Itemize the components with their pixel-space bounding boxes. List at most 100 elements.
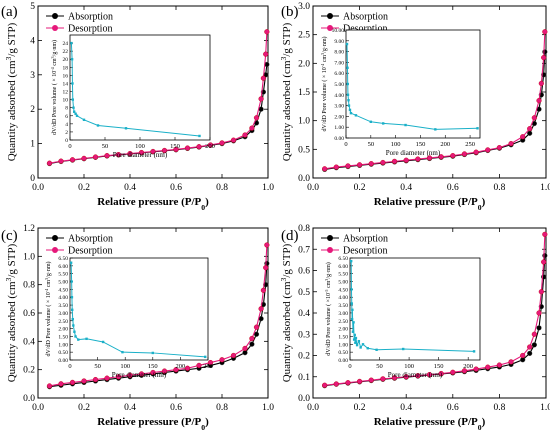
inset-data-point: [351, 308, 354, 311]
data-point-desorption: [403, 157, 409, 163]
x-tick-label: 0.6: [170, 403, 182, 413]
inset-x-tick-label: 50: [376, 363, 383, 370]
y-tick-label: 0.6: [298, 267, 310, 277]
data-point-desorption: [368, 377, 374, 383]
data-point-desorption: [150, 148, 156, 155]
y-tick-label: 0.4: [23, 337, 35, 347]
data-point-desorption: [46, 160, 53, 166]
legend-label: Desorption: [68, 24, 112, 35]
inset-data-point: [71, 318, 74, 321]
data-point-desorption: [415, 156, 421, 162]
x-tick-label: 0.0: [307, 403, 319, 413]
inset-y-tick-label: 0.00: [338, 358, 348, 364]
data-point-desorption: [508, 359, 514, 365]
inset-y-tick-label: 8: [65, 106, 68, 112]
data-point-desorption: [115, 152, 122, 158]
data-point-desorption: [368, 161, 374, 167]
y-tick-label: 1.0: [298, 117, 310, 127]
data-point-absorption: [531, 342, 537, 348]
x-tick-label: 0.4: [400, 403, 412, 413]
inset-y-tick-label: 9.00: [334, 39, 344, 45]
data-point-desorption: [207, 359, 214, 366]
x-tick-label: 0.6: [447, 183, 459, 193]
data-point-desorption: [527, 126, 533, 132]
data-point-desorption: [520, 352, 526, 359]
inset-data-point: [345, 42, 349, 46]
data-point-desorption: [531, 115, 537, 121]
x-tick-label: 0.0: [32, 183, 44, 193]
inset-data-point: [354, 336, 358, 340]
data-point-desorption: [450, 369, 456, 375]
inset-data-point: [82, 118, 86, 122]
data-point-desorption: [380, 376, 386, 382]
data-point-desorption: [391, 375, 398, 381]
y-tick-label: 0.4: [298, 309, 310, 319]
x-tick-label: 0.8: [216, 403, 228, 413]
legend-label: Absorption: [68, 12, 113, 23]
inset-x-tick-label: 150: [148, 363, 158, 370]
y-tick-label: 0: [30, 174, 35, 184]
inset-data-point: [71, 98, 74, 101]
legend-label: Desorption: [68, 246, 112, 257]
data-point-desorption: [127, 150, 133, 157]
inset-x-tick-label: 100: [135, 143, 145, 150]
data-point-desorption: [426, 372, 433, 378]
inset-y-tick-label: 1.00: [338, 342, 348, 348]
y-tick-label: 0.8: [298, 224, 310, 234]
data-point-desorption: [92, 154, 99, 160]
inset-data-point: [348, 108, 352, 112]
inset-x-tick-label: 0: [68, 143, 71, 150]
y-tick-label: 0.2: [23, 366, 35, 376]
data-point-desorption: [542, 29, 548, 35]
inset-y-tick-label: 5.50: [58, 272, 68, 278]
data-point-desorption: [496, 362, 503, 368]
inset-y-tick-label: 5.00: [334, 82, 344, 88]
data-point-desorption: [219, 140, 225, 146]
inset-x-tick-label: 150: [416, 141, 426, 148]
x-tick-label: 0.6: [170, 183, 182, 193]
data-point-desorption: [542, 231, 548, 237]
x-axis-label: Relative pressure (P/P0): [374, 416, 486, 432]
legend-marker: [52, 247, 58, 253]
inset-data-point: [151, 351, 154, 355]
inset-data-point: [382, 122, 385, 125]
inset-data-point: [70, 58, 74, 61]
x-tick-label: 0.4: [400, 183, 412, 193]
inset-y-tick-label: 6.50: [338, 256, 348, 262]
inset-data-point: [354, 341, 357, 344]
y-axis-label: Quantity adsorbed (cm3/g STP): [279, 22, 294, 161]
inset-x-tick-label: 100: [120, 363, 130, 370]
inset-x-tick-label: 50: [94, 363, 101, 370]
data-point-absorption: [536, 325, 542, 331]
inset-chart: 0 50 100 150 200 250 0.00 1.00 2.00 3.00 4.00 5.00 6…: [320, 28, 481, 157]
inset-x-tick-label: 50: [368, 141, 375, 148]
y-tick-label: 0.8: [23, 281, 35, 291]
inset-y-tick-label: 6: [65, 114, 68, 120]
data-point-desorption: [253, 324, 260, 330]
inset-y-tick-label: 6.00: [334, 71, 344, 77]
inset-data-point: [74, 112, 77, 115]
data-point-desorption: [81, 155, 87, 161]
data-point-absorption: [542, 253, 548, 259]
data-point-desorption: [184, 365, 191, 371]
inset-data-point: [369, 120, 373, 123]
data-point-desorption: [508, 141, 514, 147]
y-tick-label: 0.6: [23, 309, 35, 319]
data-point-desorption: [536, 310, 542, 316]
data-point-desorption: [403, 374, 409, 380]
inset-x-tick-label: 200: [176, 363, 186, 370]
x-tick-label: 0.4: [124, 183, 136, 193]
inset-y-tick-label: 2.50: [58, 319, 68, 325]
y-tick-label: 0.5: [298, 288, 310, 298]
y-tick-label: 4: [30, 36, 35, 46]
inset-y-tick-label: 4.50: [58, 287, 68, 293]
inset-data-point: [359, 346, 362, 349]
data-point-desorption: [127, 372, 133, 378]
data-point-desorption: [115, 374, 122, 380]
inset-y-tick-label: 1.00: [334, 125, 344, 131]
data-point-desorption: [263, 265, 269, 271]
x-tick-label: 1.0: [262, 183, 274, 193]
inset-y-tick-label: 20: [63, 57, 69, 63]
inset-frame: [69, 257, 209, 361]
